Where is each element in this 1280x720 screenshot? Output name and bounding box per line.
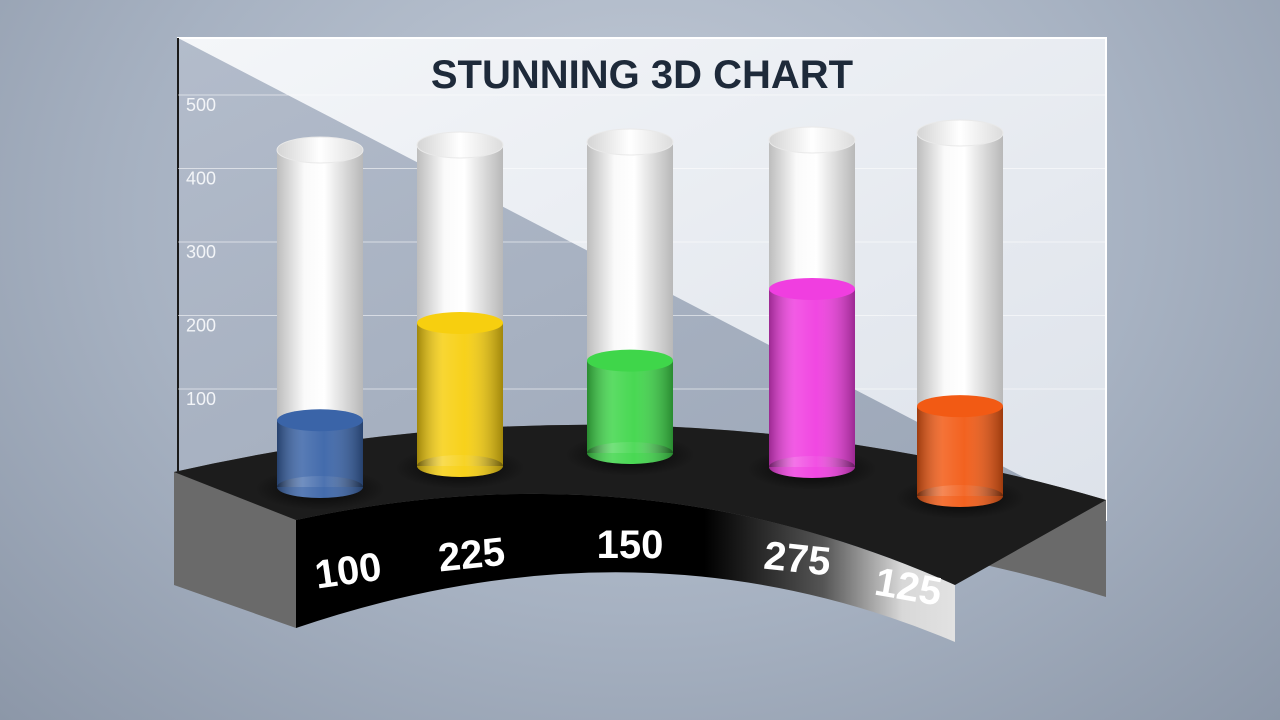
bar-fill-top [277, 409, 363, 432]
bar-cylinder [255, 136, 385, 510]
bar-fill-bottom-shade [417, 455, 503, 477]
bar-cylinder [747, 126, 877, 490]
value-label: 150 [597, 523, 664, 567]
bar-fill-top [769, 277, 855, 300]
y-tick-label: 200 [186, 316, 216, 336]
bar-fill-shade [769, 288, 855, 467]
value-label: 275 [762, 534, 833, 585]
y-tick-label: 100 [186, 389, 216, 409]
bar-fill-shade [277, 420, 363, 487]
bar-cap [916, 119, 1004, 147]
bar-fill-shade [587, 360, 673, 453]
bar-fill-top [417, 311, 503, 334]
value-label: 225 [436, 530, 507, 581]
y-tick-label: 300 [186, 242, 216, 262]
y-tick-label: 500 [186, 95, 216, 115]
bar-cylinder [395, 131, 525, 489]
bar-empty-body [417, 145, 503, 323]
bar-empty-body [277, 150, 363, 421]
bar-cap [416, 131, 504, 159]
bar-fill-bottom-shade [769, 456, 855, 478]
bar-fill-bottom-shade [917, 485, 1003, 507]
bar-fill-shade [917, 406, 1003, 496]
bar-fill-bottom-shade [277, 476, 363, 498]
value-label: 100 [312, 545, 384, 598]
bar-cylinder [895, 119, 1025, 519]
bar-empty-body [769, 140, 855, 289]
bar-empty-body [587, 142, 673, 361]
bar-cap [586, 128, 674, 156]
chart-title: STUNNING 3D CHART [431, 53, 853, 97]
bar-series [255, 119, 1025, 519]
y-tick-label: 400 [186, 169, 216, 189]
bar-fill-top [587, 349, 673, 372]
bar-cylinder [565, 128, 695, 476]
bar-empty-body [917, 133, 1003, 407]
bar-cap [768, 126, 856, 154]
bar-cap [276, 136, 364, 164]
bar-fill-top [917, 395, 1003, 418]
bar-fill-shade [417, 322, 503, 466]
y-axis-ticks: 100 200 300 400 500 [186, 95, 216, 409]
bar-fill-bottom-shade [587, 442, 673, 464]
